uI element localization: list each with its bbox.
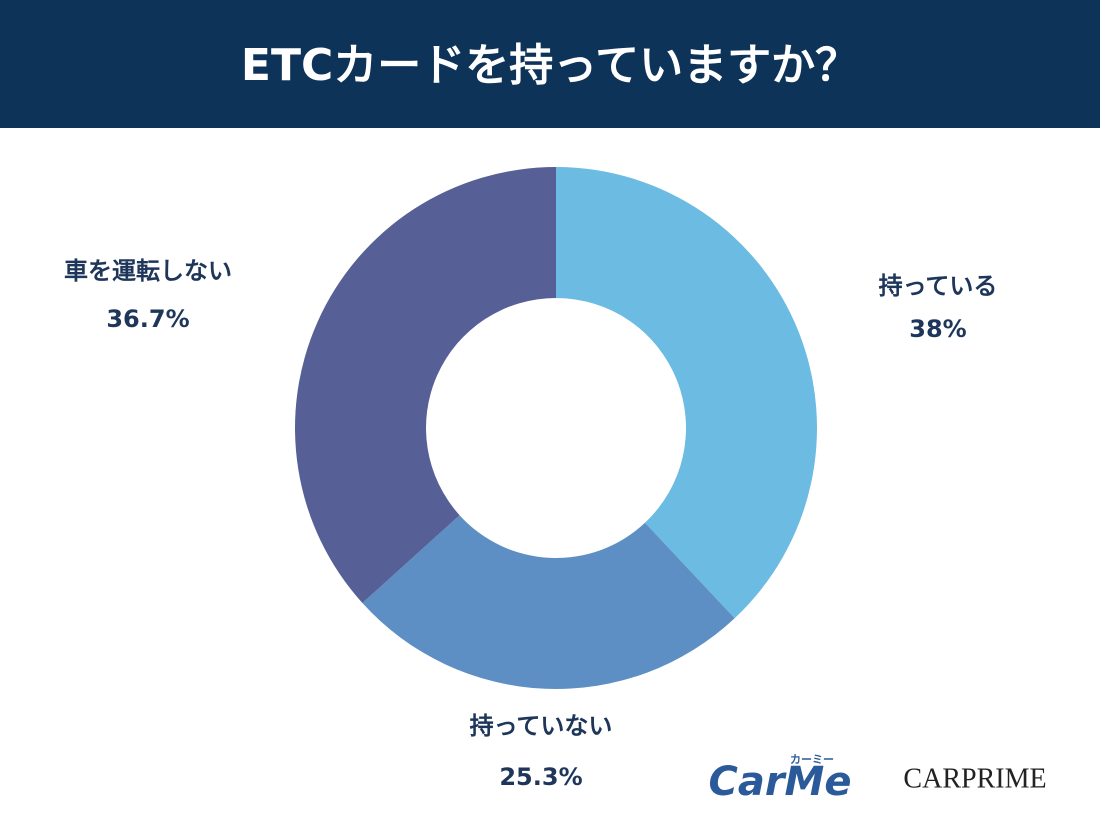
- slice-label: 車を運転しない: [64, 257, 232, 285]
- slice-label: 持っている: [879, 272, 998, 300]
- slice-value-label: 25.3%: [499, 763, 582, 791]
- chart-title: ETCカードを持っていますか？: [241, 40, 859, 91]
- donut-slice: [362, 515, 735, 690]
- slice-value-label: 38%: [909, 315, 966, 343]
- donut-slice: [295, 167, 556, 604]
- header-bar: [0, 0, 1100, 128]
- donut-slice: [556, 167, 817, 619]
- carme-logo: CarMe: [708, 759, 851, 805]
- carprime-logo: CARPRIME: [903, 763, 1046, 794]
- slice-value-label: 36.7%: [106, 305, 189, 333]
- carme-kana: カーミー: [790, 753, 834, 766]
- slice-label: 持っていない: [470, 712, 613, 740]
